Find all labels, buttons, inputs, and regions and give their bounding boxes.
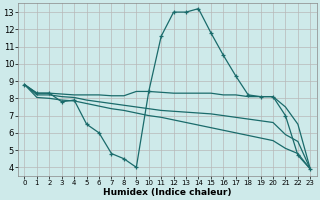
X-axis label: Humidex (Indice chaleur): Humidex (Indice chaleur) [103, 188, 232, 197]
